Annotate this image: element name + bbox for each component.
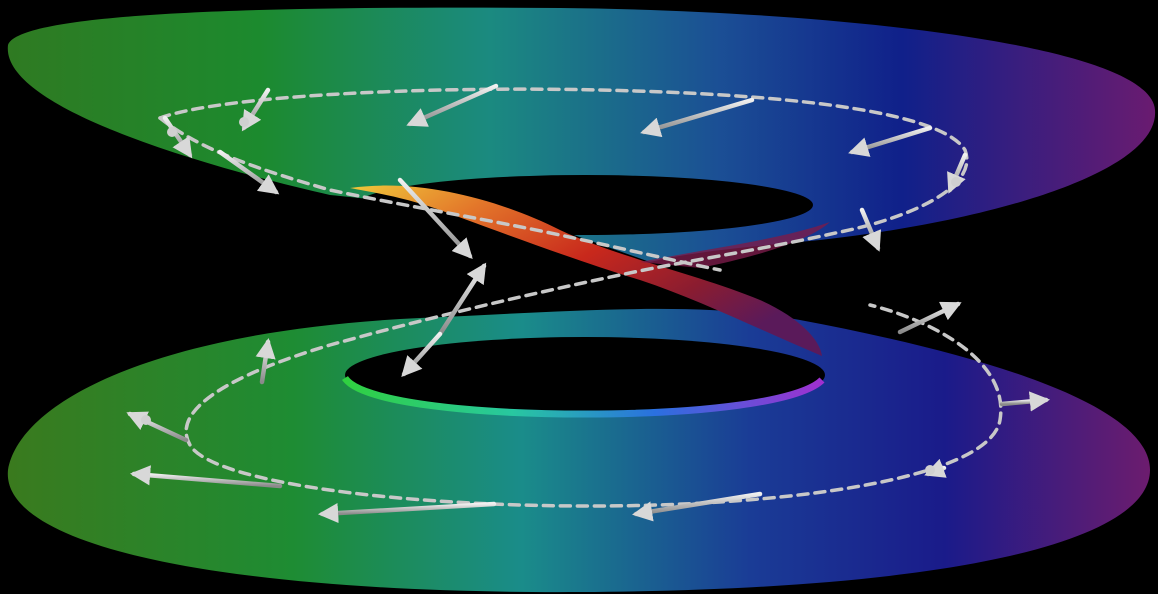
vector-arrow (632, 491, 763, 522)
vector-arrow (126, 411, 189, 443)
vector-arrow (848, 125, 933, 157)
vector-arrow (406, 83, 499, 127)
arrow-tail (239, 117, 249, 127)
vector-arrow (397, 177, 473, 259)
arrow-tail (925, 465, 935, 475)
arrow-tail (167, 127, 177, 137)
vector-arrow (217, 149, 280, 195)
arrow-tail-markers (141, 117, 961, 475)
vector-arrow (162, 115, 193, 159)
vector-arrow (129, 465, 283, 489)
arrow-tail (141, 415, 151, 425)
vector-arrow (401, 331, 443, 378)
bottom-sheet (7, 308, 1150, 593)
vector-arrow (317, 501, 497, 524)
twisted-band-upper (640, 222, 830, 268)
vector-arrow (999, 391, 1051, 412)
vector-arrow (640, 97, 755, 138)
arrow-tail (951, 177, 961, 187)
vector-arrow (437, 262, 487, 337)
vector-arrow (255, 337, 276, 385)
dashed-path (158, 87, 1003, 508)
vector-arrow (859, 207, 882, 252)
vector-arrow (897, 301, 962, 335)
